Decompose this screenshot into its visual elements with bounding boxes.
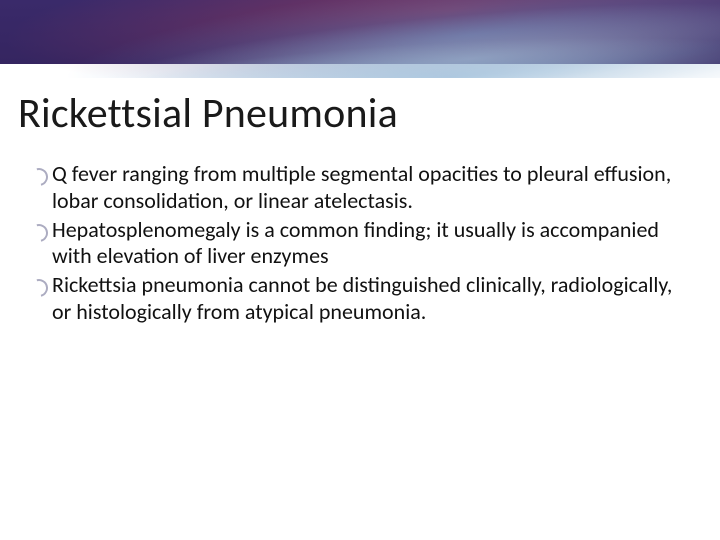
bullet-item: Rickettsia pneumonia cannot be distingui… <box>30 272 692 326</box>
slide-title: Rickettsial Pneumonia <box>18 88 692 139</box>
decorative-banner <box>0 0 720 78</box>
bullet-item: Hepatosplenomegaly is a common finding; … <box>30 217 692 271</box>
slide-content: Rickettsial Pneumonia Q fever ranging fr… <box>18 88 692 328</box>
bullet-list: Q fever ranging from multiple segmental … <box>18 161 692 326</box>
bullet-item: Q fever ranging from multiple segmental … <box>30 161 692 215</box>
